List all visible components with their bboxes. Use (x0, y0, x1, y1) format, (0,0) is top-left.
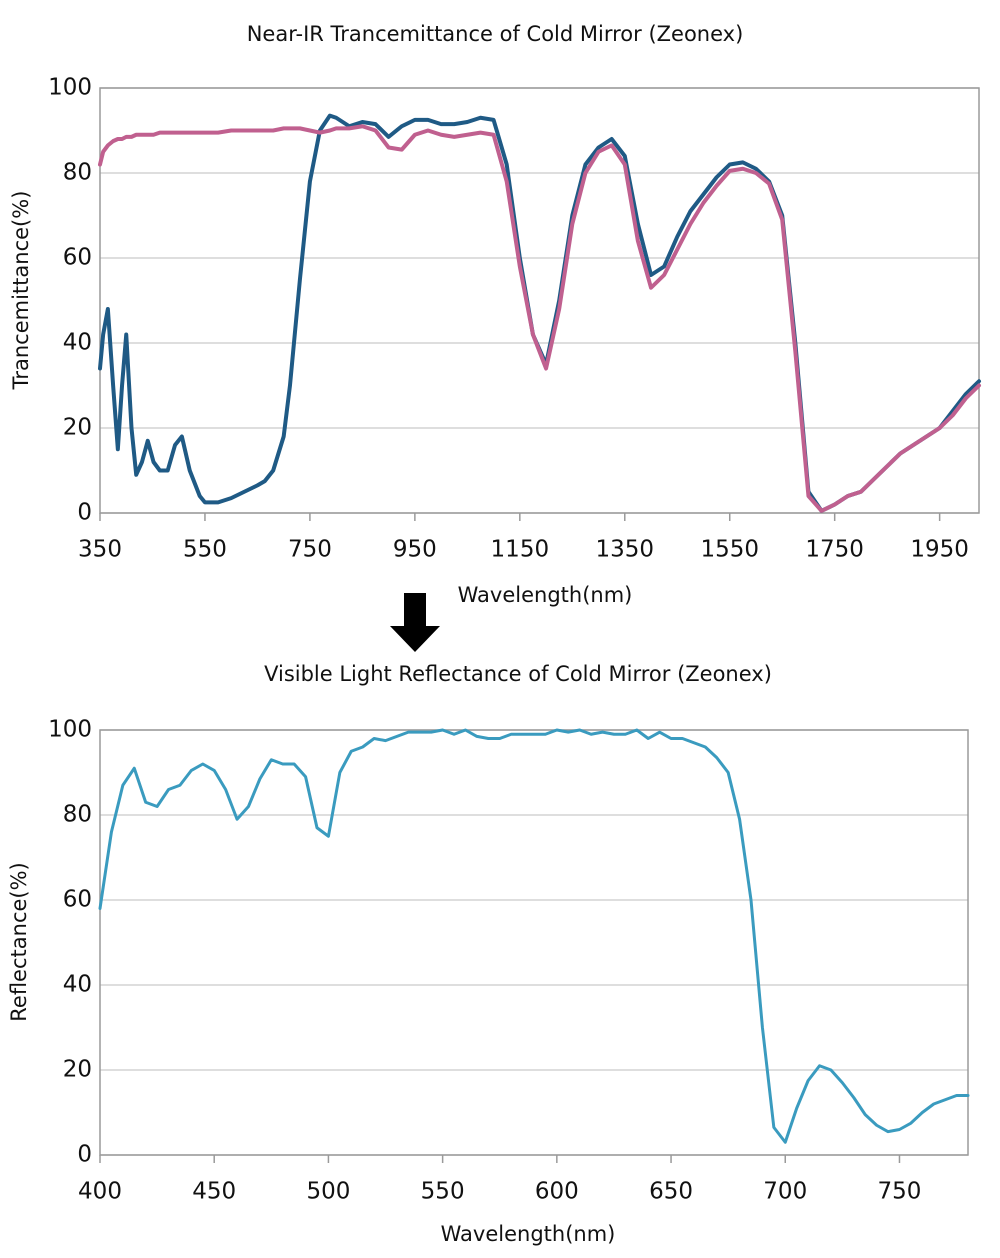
y-tick-label: 20 (63, 415, 92, 441)
y-tick-label: 20 (63, 1057, 92, 1083)
x-tick-label: 350 (78, 537, 122, 563)
plot-frame (99, 729, 969, 1156)
y-tick-label: 0 (77, 500, 92, 526)
plot-frame (99, 87, 980, 514)
x-tick-label: 550 (183, 537, 227, 563)
x-tick-label: 1550 (700, 537, 759, 563)
y-tick-label: 0 (77, 1142, 92, 1168)
x-tick-label: 950 (393, 537, 437, 563)
y-axis-label: Trancemittance(%) (9, 191, 33, 391)
y-tick-label: 40 (63, 972, 92, 998)
x-tick-label: 650 (649, 1179, 693, 1205)
x-axis-label: Wavelength(nm) (458, 583, 633, 607)
y-tick-label: 100 (48, 75, 92, 101)
chart-title: Visible Light Reflectance of Cold Mirror… (264, 662, 772, 686)
x-tick-label: 1750 (805, 537, 864, 563)
x-tick-label: 750 (878, 1179, 922, 1205)
y-axis-label: Reflectance(%) (7, 862, 31, 1021)
x-tick-label: 450 (192, 1179, 236, 1205)
y-tick-label: 40 (63, 330, 92, 356)
data-line (98, 728, 970, 1144)
chart-title: Near-IR Trancemittance of Cold Mirror (Z… (247, 22, 744, 46)
y-tick-label: 100 (48, 717, 92, 743)
x-tick-label: 400 (78, 1179, 122, 1205)
y-tick-label: 80 (63, 160, 92, 186)
x-tick-label: 750 (288, 537, 332, 563)
x-tick-label: 700 (763, 1179, 807, 1205)
arrow (390, 593, 440, 652)
x-tick-label: 550 (421, 1179, 465, 1205)
x-tick-label: 1350 (596, 537, 655, 563)
y-tick-label: 80 (63, 802, 92, 828)
x-axis-label: Wavelength(nm) (441, 1222, 616, 1246)
x-tick-label: 500 (306, 1179, 350, 1205)
data-line (98, 113, 981, 513)
y-tick-label: 60 (63, 887, 92, 913)
x-tick-label: 1150 (491, 537, 550, 563)
x-tick-label: 600 (535, 1179, 579, 1205)
data-line (98, 124, 981, 513)
x-tick-label: 1950 (910, 537, 969, 563)
y-tick-label: 60 (63, 245, 92, 271)
